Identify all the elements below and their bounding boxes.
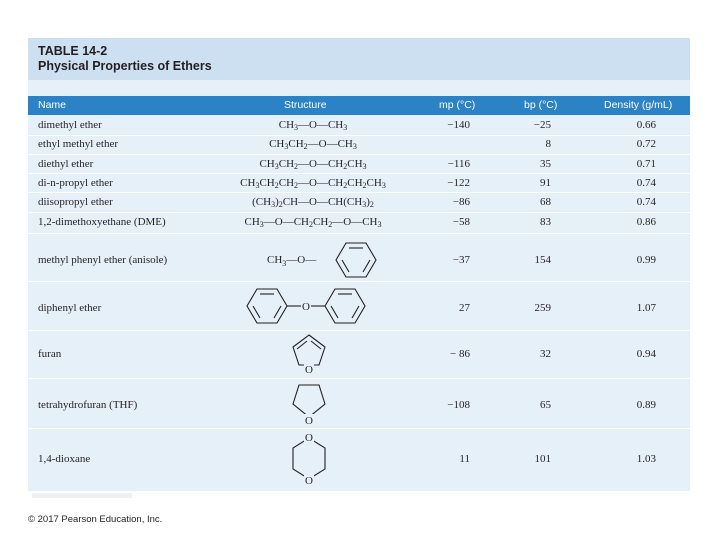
row-name: methyl phenyl ether (anisole) <box>38 254 168 266</box>
table-row: 1,2-dimethoxyethane (DME) CH3—O—CH2CH2—O… <box>28 212 690 234</box>
row-mp: −108 <box>447 399 470 411</box>
table-row: furan − 86 32 0.94 <box>28 330 690 379</box>
table-row: diisopropyl ether (CH3)2CH—O—CH(CH3)2 −8… <box>28 192 690 213</box>
row-mp: 27 <box>459 302 470 314</box>
row-density: 0.72 <box>636 138 656 150</box>
header-structure: Structure <box>284 99 327 111</box>
row-structure: (CH3)2CH—O—CH(CH3)2 <box>252 196 374 209</box>
svg-text:O: O <box>305 415 313 427</box>
table-caption: Physical Properties of Ethers <box>38 59 212 73</box>
row-density: 0.74 <box>636 177 656 189</box>
table-row: tetrahydrofuran (THF) −108 65 0.89 <box>28 378 690 429</box>
row-density: 0.86 <box>636 216 656 228</box>
row-density: 1.07 <box>636 302 656 314</box>
row-name: dimethyl ether <box>38 119 102 131</box>
table-header <box>28 96 690 115</box>
copyright-footer: © 2017 Pearson Education, Inc. <box>28 514 163 525</box>
row-density: 0.66 <box>636 119 656 131</box>
row-name: diisopropyl ether <box>38 196 113 208</box>
row-bp: 65 <box>540 399 551 411</box>
row-name: tetrahydrofuran (THF) <box>38 399 138 411</box>
svg-text:O: O <box>302 301 310 313</box>
row-bp: 8 <box>545 138 552 150</box>
row-density: 0.89 <box>636 399 656 411</box>
row-mp: −122 <box>447 177 470 189</box>
table-row: methyl phenyl ether (anisole) −37 154 0.… <box>28 233 690 282</box>
table-title-block <box>28 38 690 80</box>
row-density: 0.99 <box>636 254 656 266</box>
header-mp: mp (°C) <box>439 99 476 111</box>
row-name: furan <box>38 348 62 360</box>
dioxane-structure: O O <box>292 431 326 487</box>
row-name: diphenyl ether <box>38 302 102 314</box>
row-bp: 68 <box>540 196 551 208</box>
svg-text:O: O <box>305 432 313 444</box>
row-bp: 91 <box>540 177 551 189</box>
row-structure: CH3—O—CH2CH2—O—CH3 <box>244 216 382 229</box>
row-bp: 35 <box>540 158 551 170</box>
row-bp: 32 <box>540 348 551 360</box>
row-bp: −25 <box>533 119 551 131</box>
row-name: 1,4-dioxane <box>38 453 91 465</box>
row-mp: −140 <box>447 119 470 131</box>
table-row: diphenyl ether 27 259 1.07 <box>28 281 690 331</box>
table-label: TABLE 14-2 <box>38 44 108 58</box>
row-mp: −116 <box>447 158 470 170</box>
row-bp: 83 <box>540 216 551 228</box>
table-row: di-n-propyl ether CH3CH2CH2—O—CH2CH2CH3 … <box>28 173 690 193</box>
svg-text:CH3—O—: CH3—O— <box>267 254 317 268</box>
anisole-structure: CH3—O— <box>267 242 377 278</box>
row-density: 0.94 <box>636 348 656 360</box>
thf-structure: O <box>292 384 326 427</box>
header-name: Name <box>38 99 67 111</box>
table-row: dimethyl ether CH3—O—CH3 −140 −25 0.66 <box>28 116 690 136</box>
row-structure: CH3CH2—O—CH2CH3 <box>259 158 367 171</box>
row-structure: CH3—O—CH3 <box>278 119 348 132</box>
svg-text:O: O <box>305 475 313 487</box>
row-bp: 154 <box>534 254 552 266</box>
table-row: diethyl ether CH3CH2—O—CH2CH3 −116 35 0.… <box>28 154 690 174</box>
scan-artifact <box>32 493 132 498</box>
row-density: 1.03 <box>636 453 656 465</box>
row-structure: CH3CH2CH2—O—CH2CH2CH3 <box>240 177 386 190</box>
row-bp: 259 <box>534 302 552 314</box>
row-density: 0.71 <box>636 158 656 170</box>
diphenyl-ether-structure: O <box>246 288 366 324</box>
row-name: 1,2-dimethoxyethane (DME) <box>38 216 166 228</box>
header-bp: bp (°C) <box>524 99 558 111</box>
furan-structure: O <box>292 334 326 376</box>
row-mp: −58 <box>452 216 470 228</box>
header-density: Density (g/mL) <box>604 99 673 111</box>
row-mp: −37 <box>452 254 470 266</box>
row-mp: − 86 <box>450 348 470 360</box>
row-name: ethyl methyl ether <box>38 138 119 150</box>
row-density: 0.74 <box>636 196 656 208</box>
row-name: diethyl ether <box>38 158 94 170</box>
row-mp: 11 <box>459 453 470 465</box>
row-structure: CH3CH2—O—CH3 <box>269 138 357 151</box>
row-bp: 101 <box>534 453 552 465</box>
table-row: 1,4-dioxane 11 101 1.03 <box>28 428 690 491</box>
svg-text:O: O <box>305 364 313 376</box>
row-mp: −86 <box>452 196 470 208</box>
table-row: ethyl methyl ether CH3CH2—O—CH3 8 0.72 <box>28 135 690 155</box>
row-name: di-n-propyl ether <box>38 177 113 189</box>
